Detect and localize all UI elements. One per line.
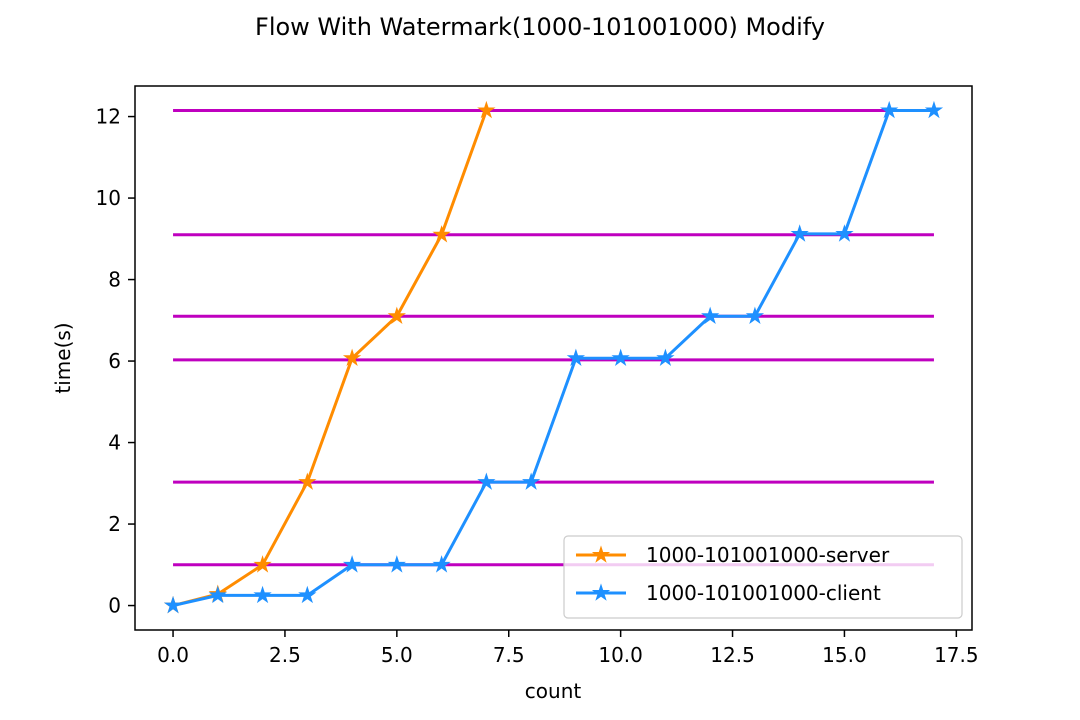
data-point [701, 306, 720, 325]
series-line-client [172, 108, 934, 608]
data-point [342, 348, 362, 366]
data-point [924, 100, 944, 119]
y-tick-label: 10 [96, 186, 121, 210]
legend-marker-client [591, 583, 611, 601]
y-axis: 0 2 4 6 8 10 12 [96, 105, 135, 618]
series-line-server [172, 109, 488, 608]
data-point [342, 555, 362, 573]
x-tick-label: 15.0 [822, 643, 867, 667]
data-point [611, 348, 630, 366]
data-point [163, 595, 183, 614]
data-point [387, 306, 406, 325]
x-tick-label: 17.5 [934, 643, 979, 667]
data-point [253, 555, 272, 573]
x-axis-label: count [525, 679, 582, 703]
legend-star [591, 583, 611, 601]
legend-marker-server [591, 545, 611, 563]
legend-label-client: 1000-101001000-client [646, 581, 881, 605]
x-tick-label: 12.5 [710, 643, 755, 667]
y-axis-label: time(s) [51, 322, 75, 393]
data-point [387, 555, 406, 573]
data-point [880, 100, 899, 119]
y-tick-label: 8 [108, 268, 121, 292]
plot-area [163, 100, 944, 614]
data-point [298, 472, 317, 490]
y-tick-label: 12 [96, 105, 121, 129]
legend-box [563, 535, 963, 619]
data-point [835, 224, 854, 242]
legend: 1000-101001000-server 1000-101001000-cli… [563, 535, 963, 619]
data-point [432, 555, 451, 573]
y-tick-label: 4 [108, 431, 121, 455]
legend-label-server: 1000-101001000-server [646, 543, 890, 567]
data-point [521, 472, 541, 490]
data-point [790, 224, 809, 242]
data-point [656, 348, 675, 366]
data-point [745, 306, 765, 325]
data-point [477, 472, 496, 490]
data-point [208, 585, 227, 604]
y-tick-label: 0 [108, 594, 121, 618]
y-tick-label: 6 [108, 349, 121, 373]
axes-frame [134, 85, 973, 631]
x-axis: 0.0 2.5 5.0 7.5 10.0 12.5 15.0 17.5 [157, 630, 979, 667]
data-point [477, 100, 496, 119]
data-point [253, 585, 272, 604]
x-tick-label: 7.5 [493, 643, 525, 667]
x-tick-label: 10.0 [598, 643, 643, 667]
x-tick-label: 2.5 [269, 643, 301, 667]
chart-title: Flow With Watermark(1000-101001000) Modi… [255, 13, 825, 41]
data-point [298, 585, 317, 604]
x-tick-label: 0.0 [157, 643, 189, 667]
legend-star [591, 545, 611, 563]
x-tick-label: 5.0 [381, 643, 413, 667]
data-point [566, 348, 586, 366]
data-point [432, 225, 451, 243]
y-tick-label: 2 [108, 512, 121, 536]
